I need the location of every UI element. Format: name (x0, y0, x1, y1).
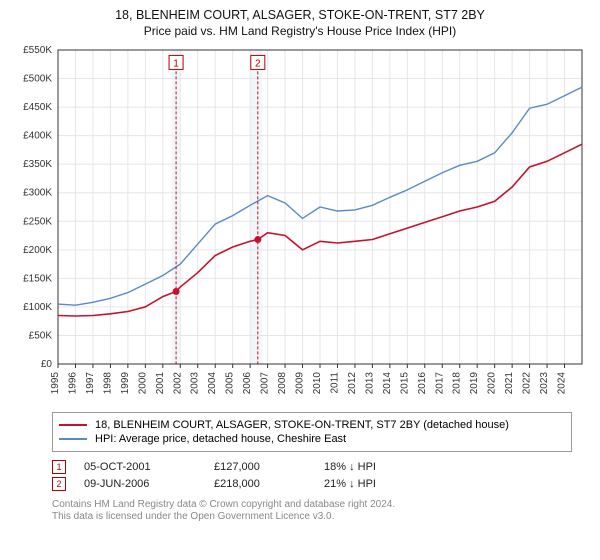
y-tick-label: £200K (23, 245, 52, 256)
chart-title-address: 18, BLENHEIM COURT, ALSAGER, STOKE-ON-TR… (10, 8, 590, 22)
event-diff: 21% ↓ HPI (324, 478, 444, 490)
x-tick-label: 2004 (207, 372, 218, 395)
x-tick-label: 2022 (522, 372, 533, 395)
legend-swatch (59, 424, 87, 426)
x-tick-label: 2023 (539, 372, 550, 395)
y-tick-label: £300K (23, 188, 52, 199)
x-tick-label: 2005 (225, 372, 236, 395)
event-row: 2 09-JUN-2006£218,00021% ↓ HPI (52, 477, 590, 491)
x-tick-label: 1999 (120, 372, 131, 395)
legend-label: HPI: Average price, detached house, Ches… (95, 433, 346, 445)
event-price: £127,000 (214, 461, 324, 473)
legend-label: 18, BLENHEIM COURT, ALSAGER, STOKE-ON-TR… (95, 419, 509, 431)
y-tick-label: £400K (23, 131, 52, 142)
x-tick-label: 2021 (504, 372, 515, 395)
x-tick-label: 2008 (277, 372, 288, 395)
legend-row: HPI: Average price, detached house, Ches… (59, 433, 565, 445)
footnotes: Contains HM Land Registry data © Crown c… (52, 499, 590, 522)
y-tick-label: £500K (23, 74, 52, 85)
x-tick-label: 2014 (382, 372, 393, 395)
x-tick-label: 1997 (85, 372, 96, 395)
event-marker-label: 2 (255, 58, 261, 69)
x-tick-label: 2007 (260, 372, 271, 395)
x-tick-label: 2011 (329, 372, 340, 394)
event-number-box: 1 (52, 460, 66, 474)
x-tick-label: 2002 (172, 372, 183, 395)
x-tick-label: 2024 (557, 372, 568, 395)
y-tick-label: £50K (29, 330, 53, 341)
x-tick-label: 2006 (242, 372, 253, 395)
y-tick-label: £100K (23, 302, 52, 313)
event-date: 05-OCT-2001 (84, 461, 214, 473)
x-tick-label: 2016 (417, 372, 428, 395)
y-tick-label: £0 (41, 359, 53, 370)
x-tick-label: 2000 (137, 372, 148, 395)
x-tick-label: 2017 (434, 372, 445, 395)
x-tick-label: 2018 (452, 372, 463, 395)
event-price: £218,000 (214, 478, 324, 490)
x-tick-label: 1998 (102, 372, 113, 395)
legend-row: 18, BLENHEIM COURT, ALSAGER, STOKE-ON-TR… (59, 419, 565, 431)
event-number-box: 2 (52, 477, 66, 491)
x-tick-label: 2010 (312, 372, 323, 395)
event-dot (173, 288, 180, 295)
event-diff: 18% ↓ HPI (324, 461, 444, 473)
event-row: 1 05-OCT-2001£127,00018% ↓ HPI (52, 460, 590, 474)
sale-events: 1 05-OCT-2001£127,00018% ↓ HPI 2 09-JUN-200… (52, 460, 590, 491)
legend-swatch (59, 438, 87, 440)
x-tick-label: 2012 (347, 372, 358, 395)
x-tick-label: 2001 (155, 372, 166, 395)
event-marker-label: 1 (173, 58, 179, 69)
y-tick-label: £450K (23, 102, 52, 113)
y-tick-label: £350K (23, 159, 52, 170)
x-tick-label: 2020 (487, 372, 498, 395)
x-tick-label: 1996 (67, 372, 78, 395)
price-chart-svg: £0 £50K £100K £150K £200K £250K £300K £350K £400… (10, 44, 590, 404)
x-tick-label: 2003 (190, 372, 201, 395)
x-tick-label: 2015 (399, 372, 410, 395)
x-tick-label: 2019 (469, 372, 480, 395)
legend: 18, BLENHEIM COURT, ALSAGER, STOKE-ON-TR… (52, 412, 572, 452)
y-tick-label: £150K (23, 273, 52, 284)
chart-title-subtitle: Price paid vs. HM Land Registry's House … (10, 24, 590, 38)
x-tick-label: 2009 (295, 372, 306, 395)
event-dot (254, 236, 261, 243)
y-tick-label: £250K (23, 216, 52, 227)
x-tick-label: 2013 (364, 372, 375, 395)
price-chart: £0 £50K £100K £150K £200K £250K £300K £350K £400… (10, 44, 590, 404)
event-date: 09-JUN-2006 (84, 478, 214, 490)
footnote-line: Contains HM Land Registry data © Crown c… (52, 499, 590, 510)
y-tick-label: £550K (23, 45, 52, 56)
footnote-line: This data is licensed under the Open Gov… (52, 511, 590, 522)
x-tick-label: 1995 (50, 372, 61, 395)
